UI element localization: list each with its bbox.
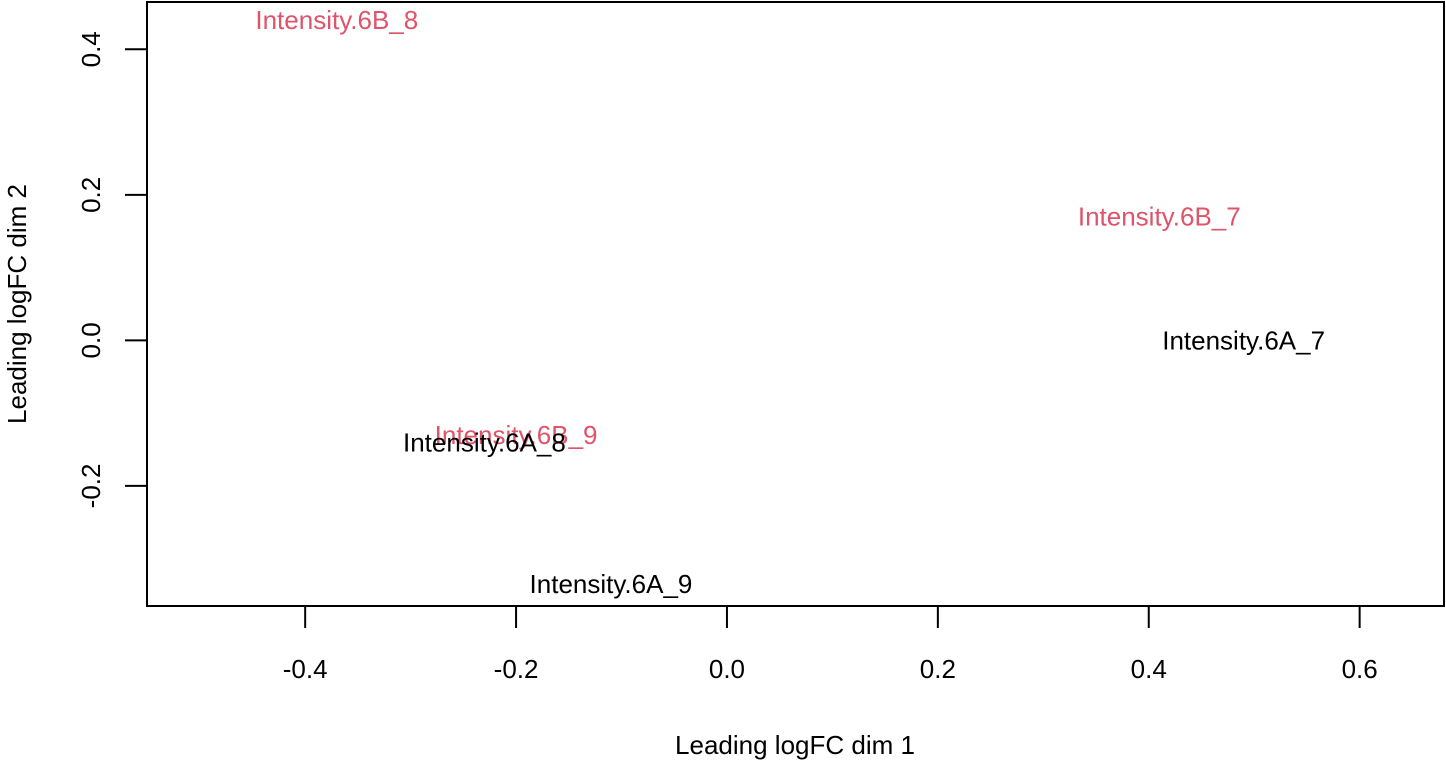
point-labels: Intensity.6B_8 Intensity.6B_7 Intensity.6A… <box>255 5 1325 599</box>
y-tick-label: -0.2 <box>76 464 106 509</box>
y-tick-label: 0.2 <box>76 177 106 213</box>
y-axis: -0.2 0.0 0.2 0.4 <box>76 31 148 509</box>
y-tick-label: 0.0 <box>76 322 106 358</box>
point-label: Intensity.6B_8 <box>255 5 418 35</box>
x-axis: -0.4 -0.2 0.0 0.2 0.4 0.6 <box>283 605 1378 684</box>
y-tick-label: 0.4 <box>76 31 106 67</box>
x-tick-label: 0.6 <box>1342 654 1378 684</box>
x-tick-label: 0.0 <box>709 654 745 684</box>
point-label: Intensity.6A_9 <box>530 569 693 599</box>
x-tick-label: 0.2 <box>920 654 956 684</box>
x-axis-title: Leading logFC dim 1 <box>675 730 915 760</box>
x-tick-label: -0.4 <box>283 654 328 684</box>
plot-frame <box>146 1 1445 607</box>
x-tick-label: -0.2 <box>494 654 539 684</box>
y-axis-title: Leading logFC dim 2 <box>2 184 32 424</box>
point-label: Intensity.6B_7 <box>1078 202 1241 232</box>
point-label: Intensity.6B_9 <box>435 420 598 450</box>
x-tick-label: 0.4 <box>1131 654 1167 684</box>
point-label: Intensity.6A_7 <box>1162 325 1325 355</box>
point-label: Intensity.6A_8 <box>403 427 566 457</box>
